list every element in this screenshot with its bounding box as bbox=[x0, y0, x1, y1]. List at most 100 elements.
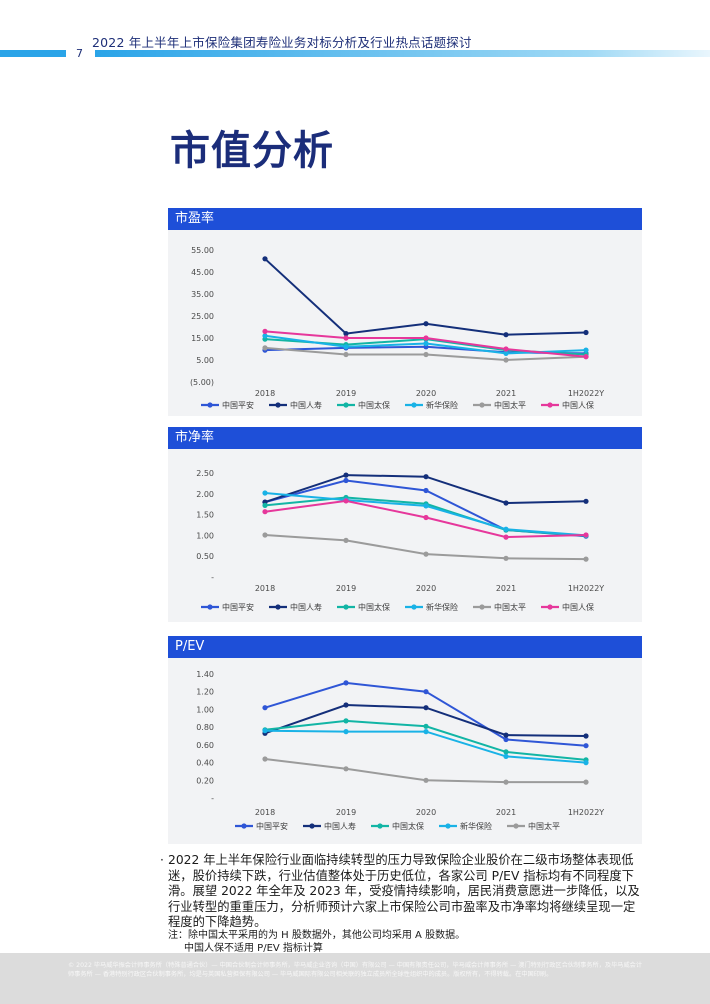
legend-marker-icon bbox=[207, 402, 213, 408]
legend-item: 中国人保 bbox=[541, 602, 594, 612]
data-point bbox=[503, 526, 509, 532]
y-tick-label: 1.00 bbox=[196, 531, 214, 540]
legend-label: 中国人寿 bbox=[324, 821, 356, 831]
data-point bbox=[343, 344, 349, 350]
data-point bbox=[503, 534, 509, 540]
x-tick-label: 2018 bbox=[255, 389, 275, 398]
y-tick-label: 5.00 bbox=[196, 356, 214, 365]
header-title: 2022 年上半年上市保险集团寿险业务对标分析及行业热点话题探讨 bbox=[92, 35, 472, 50]
data-point bbox=[343, 351, 349, 358]
data-point bbox=[343, 335, 349, 341]
data-point bbox=[583, 743, 589, 749]
legend-marker-icon bbox=[275, 402, 281, 408]
x-tick-label: 2021 bbox=[496, 584, 516, 593]
data-point bbox=[503, 753, 509, 759]
data-note: 注：除中国太平采用的为 H 股数据外，其他公司均采用 A 股数据。 中国人保不适… bbox=[168, 930, 465, 955]
y-tick-label: 15.00 bbox=[191, 334, 214, 343]
data-point bbox=[343, 766, 349, 772]
data-point bbox=[503, 346, 509, 352]
legend-marker-icon bbox=[275, 604, 281, 610]
legend-marker-icon bbox=[547, 604, 553, 610]
data-point bbox=[503, 779, 509, 785]
data-point bbox=[423, 705, 429, 711]
data-point bbox=[503, 736, 509, 743]
data-point bbox=[583, 556, 589, 562]
legend-marker-icon bbox=[309, 823, 315, 829]
data-point bbox=[262, 333, 268, 339]
y-tick-label: 55.00 bbox=[191, 246, 214, 255]
data-point bbox=[423, 321, 429, 327]
legend-item: 新华保险 bbox=[439, 821, 492, 831]
y-tick-label: 0.50 bbox=[196, 552, 214, 561]
data-point bbox=[343, 537, 349, 543]
legend-label: 中国平安 bbox=[256, 821, 288, 831]
x-tick-label: 2018 bbox=[255, 584, 275, 593]
x-tick-label: 2018 bbox=[255, 808, 275, 817]
legend-marker-icon bbox=[411, 402, 417, 408]
legend-item: 中国太平 bbox=[507, 821, 560, 831]
pe-ratio-panel-title: 市盈率 bbox=[168, 208, 642, 230]
legend-marker-icon bbox=[411, 604, 417, 610]
data-point bbox=[423, 689, 429, 695]
y-tick-label: 1.00 bbox=[196, 705, 214, 714]
page-number: 7 bbox=[76, 47, 83, 60]
data-point bbox=[343, 680, 349, 686]
data-point bbox=[343, 477, 349, 484]
x-tick-label: 2020 bbox=[416, 389, 436, 398]
data-point bbox=[343, 729, 349, 735]
legend-label: 中国人寿 bbox=[290, 400, 322, 410]
header-accent-bar-right bbox=[95, 50, 710, 57]
pe-ratio-panel: 市盈率 55.00 45.00 35.00 25.00 15.00 5.00 (5.00) 2… bbox=[168, 208, 642, 416]
legend-label: 新华保险 bbox=[426, 400, 458, 410]
data-point bbox=[343, 498, 349, 504]
y-tick-label: 0.40 bbox=[196, 759, 214, 768]
pe-ratio-chart: 55.00 45.00 35.00 25.00 15.00 5.00 (5.00) 2018 2… bbox=[190, 246, 604, 410]
y-tick-label: 0.60 bbox=[196, 741, 214, 750]
data-point bbox=[262, 328, 268, 334]
legend-label: 中国太保 bbox=[358, 602, 390, 612]
data-point bbox=[583, 347, 589, 353]
pb-ratio-chart: 2.50 2.00 1.50 1.00 0.50 - 2018 2019 2020 2021 1H2… bbox=[196, 469, 604, 612]
data-point bbox=[423, 723, 429, 729]
data-point bbox=[583, 779, 589, 785]
bullet-dot-icon: · bbox=[160, 853, 164, 867]
data-point bbox=[423, 335, 429, 341]
y-tick-label: 0.20 bbox=[196, 776, 214, 785]
pb-ratio-panel: 市净率 2.50 2.00 1.50 1.00 0.50 - 2018 2019 2020 202… bbox=[168, 427, 642, 622]
data-point bbox=[423, 340, 429, 347]
legend-item: 中国平安 bbox=[235, 821, 288, 831]
x-tick-label: 1H2022Y bbox=[568, 584, 604, 593]
data-point bbox=[583, 760, 589, 766]
analysis-bullet: · 2022 年上半年保险行业面临持续转型的压力导致保险企业股价在二级市场整体表… bbox=[160, 853, 646, 931]
data-point bbox=[262, 728, 268, 734]
legend-marker-icon bbox=[547, 402, 553, 408]
legend-label: 中国太保 bbox=[358, 400, 390, 410]
data-point bbox=[423, 474, 429, 480]
data-point bbox=[503, 500, 509, 506]
data-point bbox=[262, 705, 268, 711]
data-point bbox=[583, 329, 589, 336]
x-tick-label: 2019 bbox=[336, 389, 356, 398]
legend-item: 新华保险 bbox=[405, 400, 458, 410]
pev-panel-title: P/EV bbox=[168, 636, 642, 658]
legend-label: 新华保险 bbox=[426, 602, 458, 612]
x-tick-label: 2019 bbox=[336, 808, 356, 817]
legend-item: 中国太保 bbox=[337, 400, 390, 410]
data-point bbox=[423, 777, 429, 783]
legend-item: 中国人保 bbox=[541, 400, 594, 410]
page-title: 市值分析 bbox=[170, 128, 334, 174]
x-tick-label: 2021 bbox=[496, 389, 516, 398]
legend-label: 中国平安 bbox=[222, 602, 254, 612]
data-point bbox=[423, 351, 429, 358]
data-point bbox=[262, 502, 268, 508]
legend-marker-icon bbox=[343, 604, 349, 610]
legend-label: 中国人保 bbox=[562, 602, 594, 612]
y-tick-label: 1.40 bbox=[196, 670, 214, 679]
y-tick-label: 2.50 bbox=[196, 469, 214, 478]
y-tick-label: - bbox=[211, 573, 214, 582]
data-point bbox=[262, 490, 268, 496]
legend-item: 中国太保 bbox=[371, 821, 424, 831]
legend-marker-icon bbox=[343, 402, 349, 408]
data-point bbox=[343, 702, 349, 708]
pev-chart: 1.40 1.20 1.00 0.80 0.60 0.40 0.20 - 2018 2019 202… bbox=[196, 670, 604, 831]
